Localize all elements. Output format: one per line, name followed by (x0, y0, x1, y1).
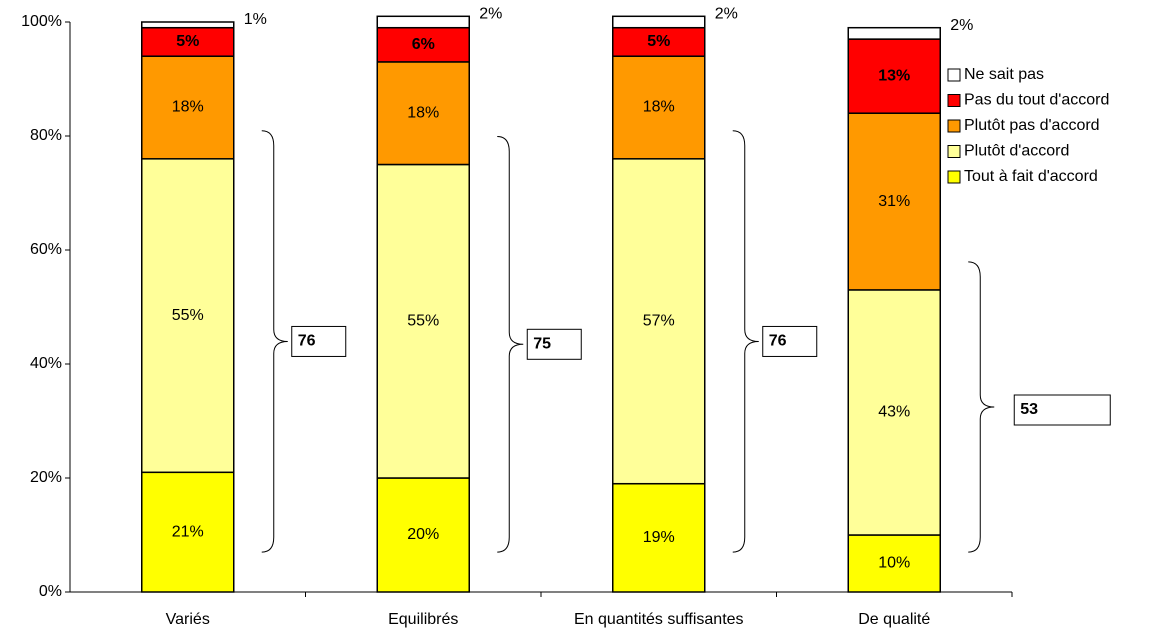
bar-segment (847, 534, 941, 593)
value-label: 21% (172, 523, 204, 540)
y-tick-label: 60% (30, 241, 62, 258)
value-label: 10% (878, 555, 910, 572)
value-label: 55% (172, 307, 204, 324)
value-label: 57% (643, 312, 675, 329)
legend-swatch (947, 145, 961, 158)
bar-segment (141, 21, 235, 29)
x-tick-label: De qualité (858, 611, 930, 628)
bar-segment (612, 482, 706, 593)
value-label: 19% (643, 529, 675, 546)
brace (497, 136, 524, 553)
value-label: 18% (643, 99, 675, 116)
y-tick-label: 0% (39, 583, 62, 600)
legend-swatch (947, 68, 961, 82)
total-label: 76 (298, 333, 316, 350)
value-label: 20% (407, 526, 439, 543)
value-label: 2% (715, 6, 738, 23)
legend-label: Pas du tout d'accord (964, 92, 1109, 109)
y-tick-label: 40% (30, 355, 62, 372)
x-tick-label: Variés (166, 611, 210, 628)
bar-segment (376, 15, 470, 29)
brace (261, 130, 288, 553)
value-label: 43% (878, 404, 910, 421)
bar-segment (376, 163, 470, 479)
bar-segment (612, 55, 706, 160)
legend-swatch (947, 170, 961, 184)
value-label: 6% (412, 36, 435, 53)
value-label: 13% (878, 67, 910, 84)
bar-segment (612, 15, 706, 29)
bar-segment (847, 112, 941, 291)
total-label: 75 (533, 336, 551, 353)
x-tick-label: En quantités suffisantes (574, 611, 744, 628)
bar-segment (612, 26, 706, 57)
legend-label: Plutôt pas d'accord (964, 117, 1100, 134)
brace (968, 261, 995, 553)
bar-segment (376, 61, 470, 166)
bar-segment (376, 477, 470, 593)
value-label: 2% (950, 17, 973, 34)
value-label: 18% (172, 99, 204, 116)
bar-segment (141, 158, 235, 474)
legend-label: Plutôt d'accord (964, 143, 1069, 160)
total-box (762, 325, 818, 357)
value-label: 5% (647, 33, 670, 50)
value-label: 55% (407, 312, 439, 329)
legend-label: Ne sait pas (964, 66, 1044, 83)
value-label: 31% (878, 193, 910, 210)
x-tick-label: Equilibrés (388, 611, 458, 628)
bar-segment (847, 38, 941, 114)
total-label: 76 (769, 333, 787, 350)
y-tick-label: 20% (30, 469, 62, 486)
value-label: 18% (407, 104, 439, 121)
bar-segment (612, 158, 706, 485)
y-tick-label: 100% (21, 13, 62, 30)
legend-swatch (947, 94, 961, 107)
total-box (1013, 394, 1111, 426)
bar-segment (847, 26, 941, 40)
bar-segment (847, 289, 941, 536)
total-box (526, 328, 582, 360)
legend-label: Tout à fait d'accord (964, 168, 1098, 185)
bar-segment (141, 471, 235, 593)
total-box (291, 325, 347, 357)
y-tick-label: 80% (30, 127, 62, 144)
brace (732, 130, 759, 553)
legend-swatch (947, 119, 961, 133)
value-label: 5% (176, 33, 199, 50)
value-label: 2% (479, 6, 502, 23)
total-label: 53 (1020, 401, 1038, 418)
value-label: 1% (244, 11, 267, 28)
